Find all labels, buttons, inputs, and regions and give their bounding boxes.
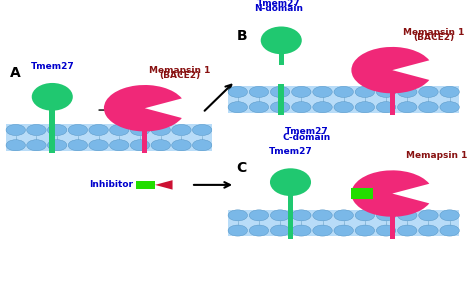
Text: B: B (237, 30, 247, 44)
Circle shape (172, 140, 191, 151)
Circle shape (130, 124, 150, 135)
Circle shape (68, 124, 88, 135)
Circle shape (192, 140, 212, 151)
Circle shape (172, 124, 191, 135)
Circle shape (6, 124, 26, 135)
Circle shape (419, 210, 438, 221)
Circle shape (151, 140, 171, 151)
Circle shape (27, 140, 46, 151)
Circle shape (398, 225, 417, 236)
Wedge shape (351, 170, 429, 217)
Circle shape (47, 124, 67, 135)
Bar (228, 86, 459, 113)
Circle shape (192, 124, 212, 135)
Circle shape (419, 86, 438, 97)
Bar (228, 210, 459, 236)
Bar (390, 84, 394, 115)
Text: Tmem27: Tmem27 (285, 127, 328, 136)
Circle shape (292, 225, 311, 236)
Circle shape (68, 140, 88, 151)
Circle shape (109, 124, 129, 135)
Circle shape (398, 210, 417, 221)
Circle shape (376, 225, 396, 236)
Circle shape (130, 140, 150, 151)
Text: C: C (237, 161, 246, 175)
Circle shape (151, 124, 171, 135)
Text: Memapsin 1: Memapsin 1 (403, 28, 465, 37)
Circle shape (440, 225, 459, 236)
Circle shape (228, 210, 247, 221)
Polygon shape (155, 180, 173, 190)
Circle shape (292, 210, 311, 221)
Circle shape (334, 210, 354, 221)
Circle shape (313, 86, 332, 97)
Ellipse shape (261, 26, 302, 54)
Circle shape (376, 210, 396, 221)
Circle shape (89, 124, 108, 135)
Text: Cut: Cut (108, 100, 124, 109)
Circle shape (419, 102, 438, 113)
Text: (BACE2): (BACE2) (413, 33, 455, 42)
Circle shape (228, 225, 247, 236)
Circle shape (27, 124, 46, 135)
Bar (390, 207, 394, 239)
Text: Tmem27: Tmem27 (269, 147, 312, 156)
Circle shape (89, 140, 108, 151)
Wedge shape (351, 47, 429, 93)
Wedge shape (104, 85, 182, 131)
Circle shape (440, 86, 459, 97)
Bar (351, 188, 373, 199)
Circle shape (334, 102, 354, 113)
Circle shape (249, 225, 269, 236)
Circle shape (109, 140, 129, 151)
Circle shape (355, 102, 374, 113)
Circle shape (355, 86, 374, 97)
Circle shape (355, 225, 374, 236)
Text: Tmem27: Tmem27 (257, 0, 301, 8)
Text: A: A (9, 66, 20, 80)
Circle shape (249, 102, 269, 113)
Circle shape (376, 102, 396, 113)
Circle shape (271, 225, 290, 236)
Text: C-domain: C-domain (283, 133, 331, 142)
Bar (49, 110, 55, 153)
Bar (279, 54, 283, 66)
Bar (6, 124, 212, 151)
Circle shape (334, 86, 354, 97)
Circle shape (355, 210, 374, 221)
Bar (288, 195, 293, 239)
Circle shape (292, 102, 311, 113)
Circle shape (271, 210, 290, 221)
Text: (BACE2): (BACE2) (159, 71, 200, 80)
Circle shape (271, 102, 290, 113)
Text: Tmem27: Tmem27 (30, 62, 74, 71)
Circle shape (292, 86, 311, 97)
Circle shape (228, 86, 247, 97)
Circle shape (313, 210, 332, 221)
Circle shape (271, 86, 290, 97)
Text: Memapsin 1: Memapsin 1 (406, 151, 467, 160)
Circle shape (313, 225, 332, 236)
Text: Memapsin 1: Memapsin 1 (149, 66, 210, 75)
Circle shape (313, 102, 332, 113)
Bar (143, 122, 147, 153)
Circle shape (6, 140, 26, 151)
Circle shape (334, 225, 354, 236)
Circle shape (249, 210, 269, 221)
Bar (278, 84, 284, 115)
Circle shape (440, 210, 459, 221)
Ellipse shape (32, 83, 73, 111)
Bar (136, 181, 155, 189)
Text: N-domain: N-domain (255, 4, 303, 13)
Ellipse shape (270, 168, 311, 196)
Circle shape (440, 102, 459, 113)
Text: Inhibitor: Inhibitor (89, 180, 133, 189)
Circle shape (249, 86, 269, 97)
Circle shape (398, 86, 417, 97)
Circle shape (228, 102, 247, 113)
Circle shape (398, 102, 417, 113)
Circle shape (376, 86, 396, 97)
Circle shape (419, 225, 438, 236)
Circle shape (47, 140, 67, 151)
